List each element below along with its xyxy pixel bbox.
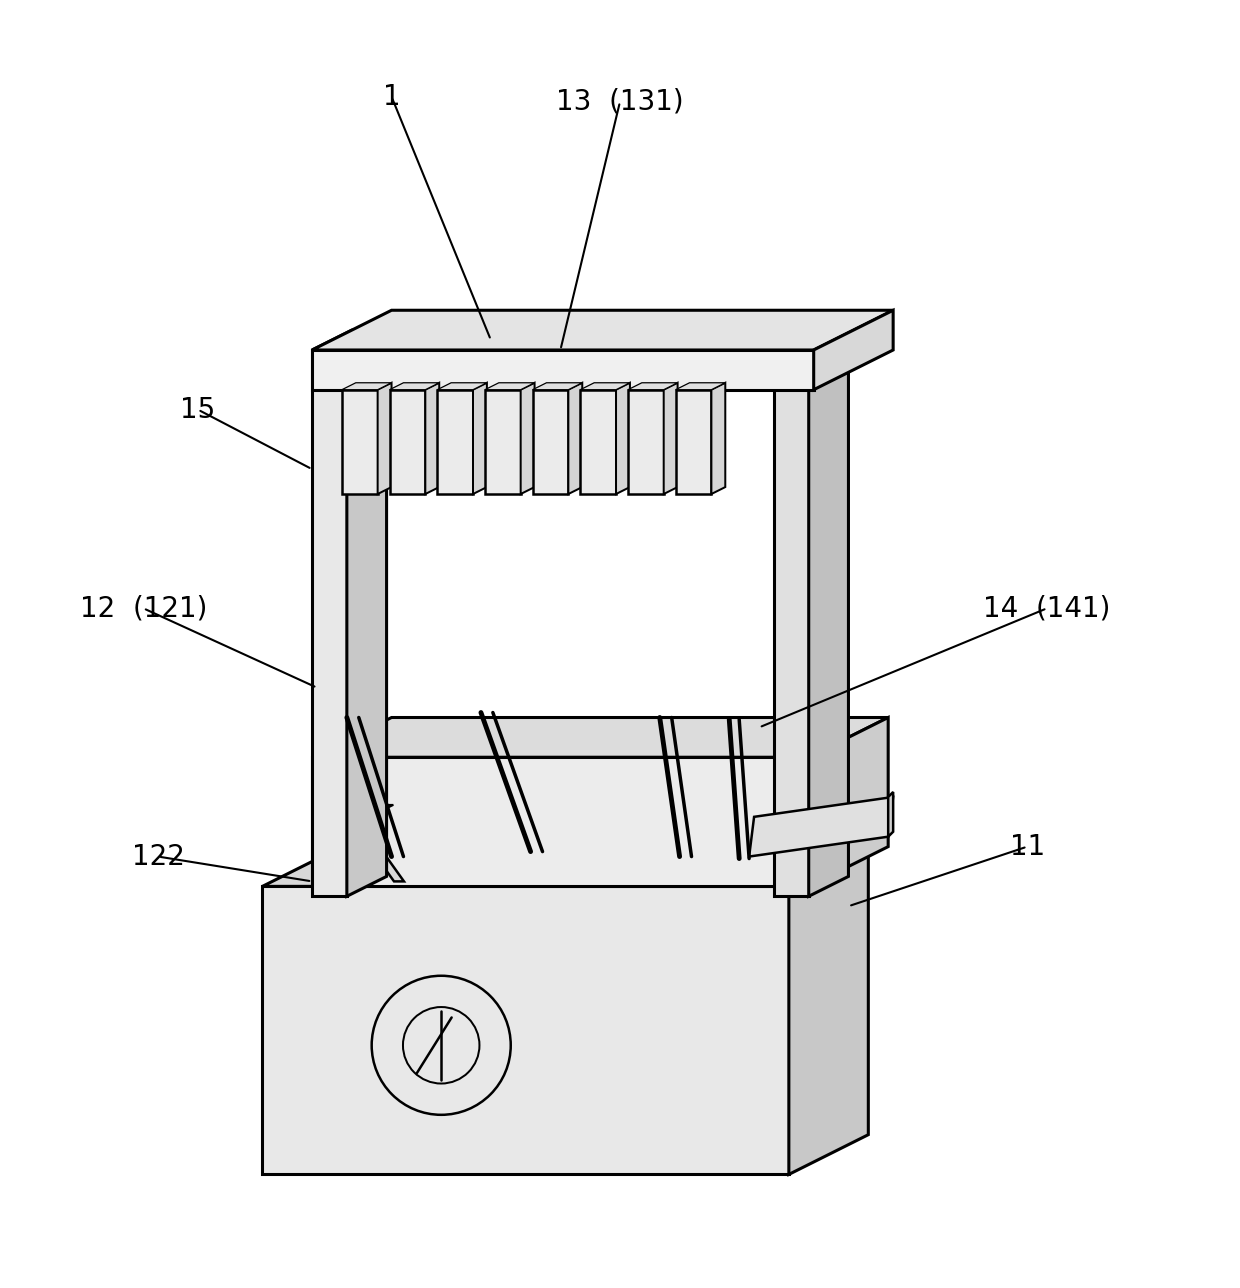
Polygon shape — [263, 886, 789, 1175]
Polygon shape — [347, 330, 387, 896]
Polygon shape — [485, 383, 534, 390]
Polygon shape — [317, 805, 393, 824]
Polygon shape — [312, 350, 813, 390]
Polygon shape — [312, 330, 387, 350]
Polygon shape — [438, 383, 487, 390]
Polygon shape — [712, 383, 725, 495]
Polygon shape — [317, 824, 363, 881]
Polygon shape — [533, 383, 583, 390]
Polygon shape — [533, 390, 568, 495]
Polygon shape — [813, 310, 893, 390]
Polygon shape — [676, 390, 712, 495]
Polygon shape — [263, 846, 868, 886]
Polygon shape — [663, 383, 677, 495]
Polygon shape — [627, 383, 677, 390]
Polygon shape — [580, 383, 630, 390]
Polygon shape — [312, 310, 893, 350]
Text: 12  (121): 12 (121) — [79, 594, 207, 622]
Polygon shape — [616, 383, 630, 495]
Polygon shape — [774, 330, 848, 350]
Polygon shape — [808, 330, 848, 896]
Polygon shape — [676, 383, 725, 390]
Polygon shape — [389, 390, 425, 495]
Polygon shape — [627, 390, 663, 495]
Polygon shape — [774, 350, 808, 896]
Polygon shape — [342, 383, 392, 390]
Polygon shape — [312, 757, 808, 886]
Polygon shape — [353, 824, 404, 881]
Polygon shape — [389, 383, 439, 390]
Text: 122: 122 — [131, 842, 185, 871]
Polygon shape — [312, 350, 347, 896]
Text: 1: 1 — [383, 82, 401, 111]
Polygon shape — [789, 846, 868, 1175]
Polygon shape — [808, 717, 888, 886]
Text: 13  (131): 13 (131) — [557, 88, 683, 116]
Polygon shape — [749, 797, 893, 857]
Polygon shape — [342, 390, 378, 495]
Polygon shape — [425, 383, 439, 495]
Polygon shape — [378, 383, 392, 495]
Polygon shape — [568, 383, 583, 495]
Polygon shape — [580, 390, 616, 495]
Text: 11: 11 — [1009, 832, 1045, 860]
Polygon shape — [888, 792, 893, 837]
Text: 15: 15 — [180, 395, 216, 424]
Polygon shape — [485, 390, 521, 495]
Polygon shape — [312, 717, 888, 757]
Polygon shape — [438, 390, 472, 495]
Polygon shape — [521, 383, 534, 495]
Polygon shape — [472, 383, 487, 495]
Text: 14  (141): 14 (141) — [983, 594, 1111, 622]
